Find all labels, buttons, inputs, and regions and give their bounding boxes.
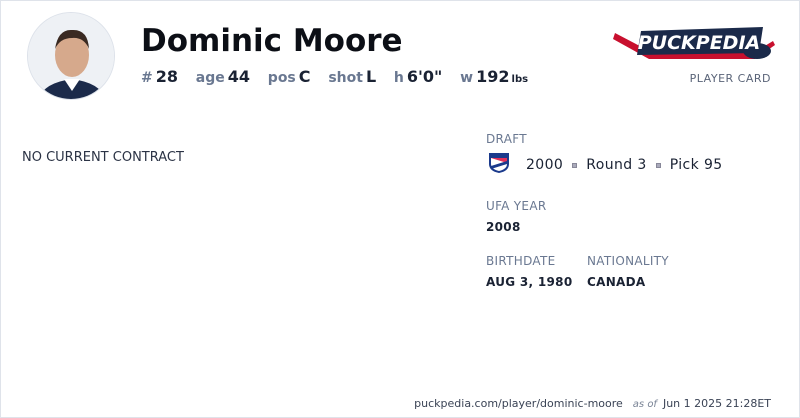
age-value: 44 [227,67,251,86]
draft-info: 2000 Round 3 Pick 95 [488,152,723,178]
player-stats: #28 age 44 pos C shot L h 6'0" w 192 lbs [141,67,528,86]
player-name: Dominic Moore [141,23,403,59]
number-value: 28 [155,67,178,86]
footer: puckpedia.com/player/dominic-moore as of J… [414,397,771,410]
shot-label: shot [328,70,363,86]
draft-year: 2000 [526,157,564,173]
puckpedia-logo: PUCKPEDIA [613,23,777,71]
weight-value: 192 [476,67,510,86]
contract-status: NO CURRENT CONTRACT [22,150,184,165]
player-avatar [27,12,115,100]
height-label: h [393,70,404,86]
draft-label: DRAFT [486,132,527,146]
nationality-label: NATIONALITY [587,254,669,268]
draft-round: Round 3 [586,157,647,173]
player-card-subtitle: PLAYER CARD [689,72,771,85]
rangers-logo-icon [488,152,510,178]
svg-text:PUCKPEDIA: PUCKPEDIA [638,32,760,54]
number-label: # [141,70,153,86]
player-url[interactable]: puckpedia.com/player/dominic-moore [414,397,623,410]
ufa-year-value: 2008 [486,220,521,234]
weight-unit: lbs [511,74,529,85]
timestamp: Jun 1 2025 21:28ET [662,397,771,410]
birthdate-label: BIRTHDATE [486,254,556,268]
as-of-label: as of [632,399,657,410]
age-label: age [195,70,225,86]
height-value: 6'0" [406,67,443,86]
pos-value: C [298,67,311,86]
shot-value: L [365,67,377,86]
separator-dot [655,162,661,168]
draft-pick: Pick 95 [669,157,723,173]
pos-label: pos [267,70,296,86]
birthdate-value: AUG 3, 1980 [486,275,573,289]
ufa-year-label: UFA YEAR [486,199,547,213]
nationality-value: CANADA [587,275,646,289]
weight-label: w [460,70,474,86]
separator-dot [572,162,578,168]
